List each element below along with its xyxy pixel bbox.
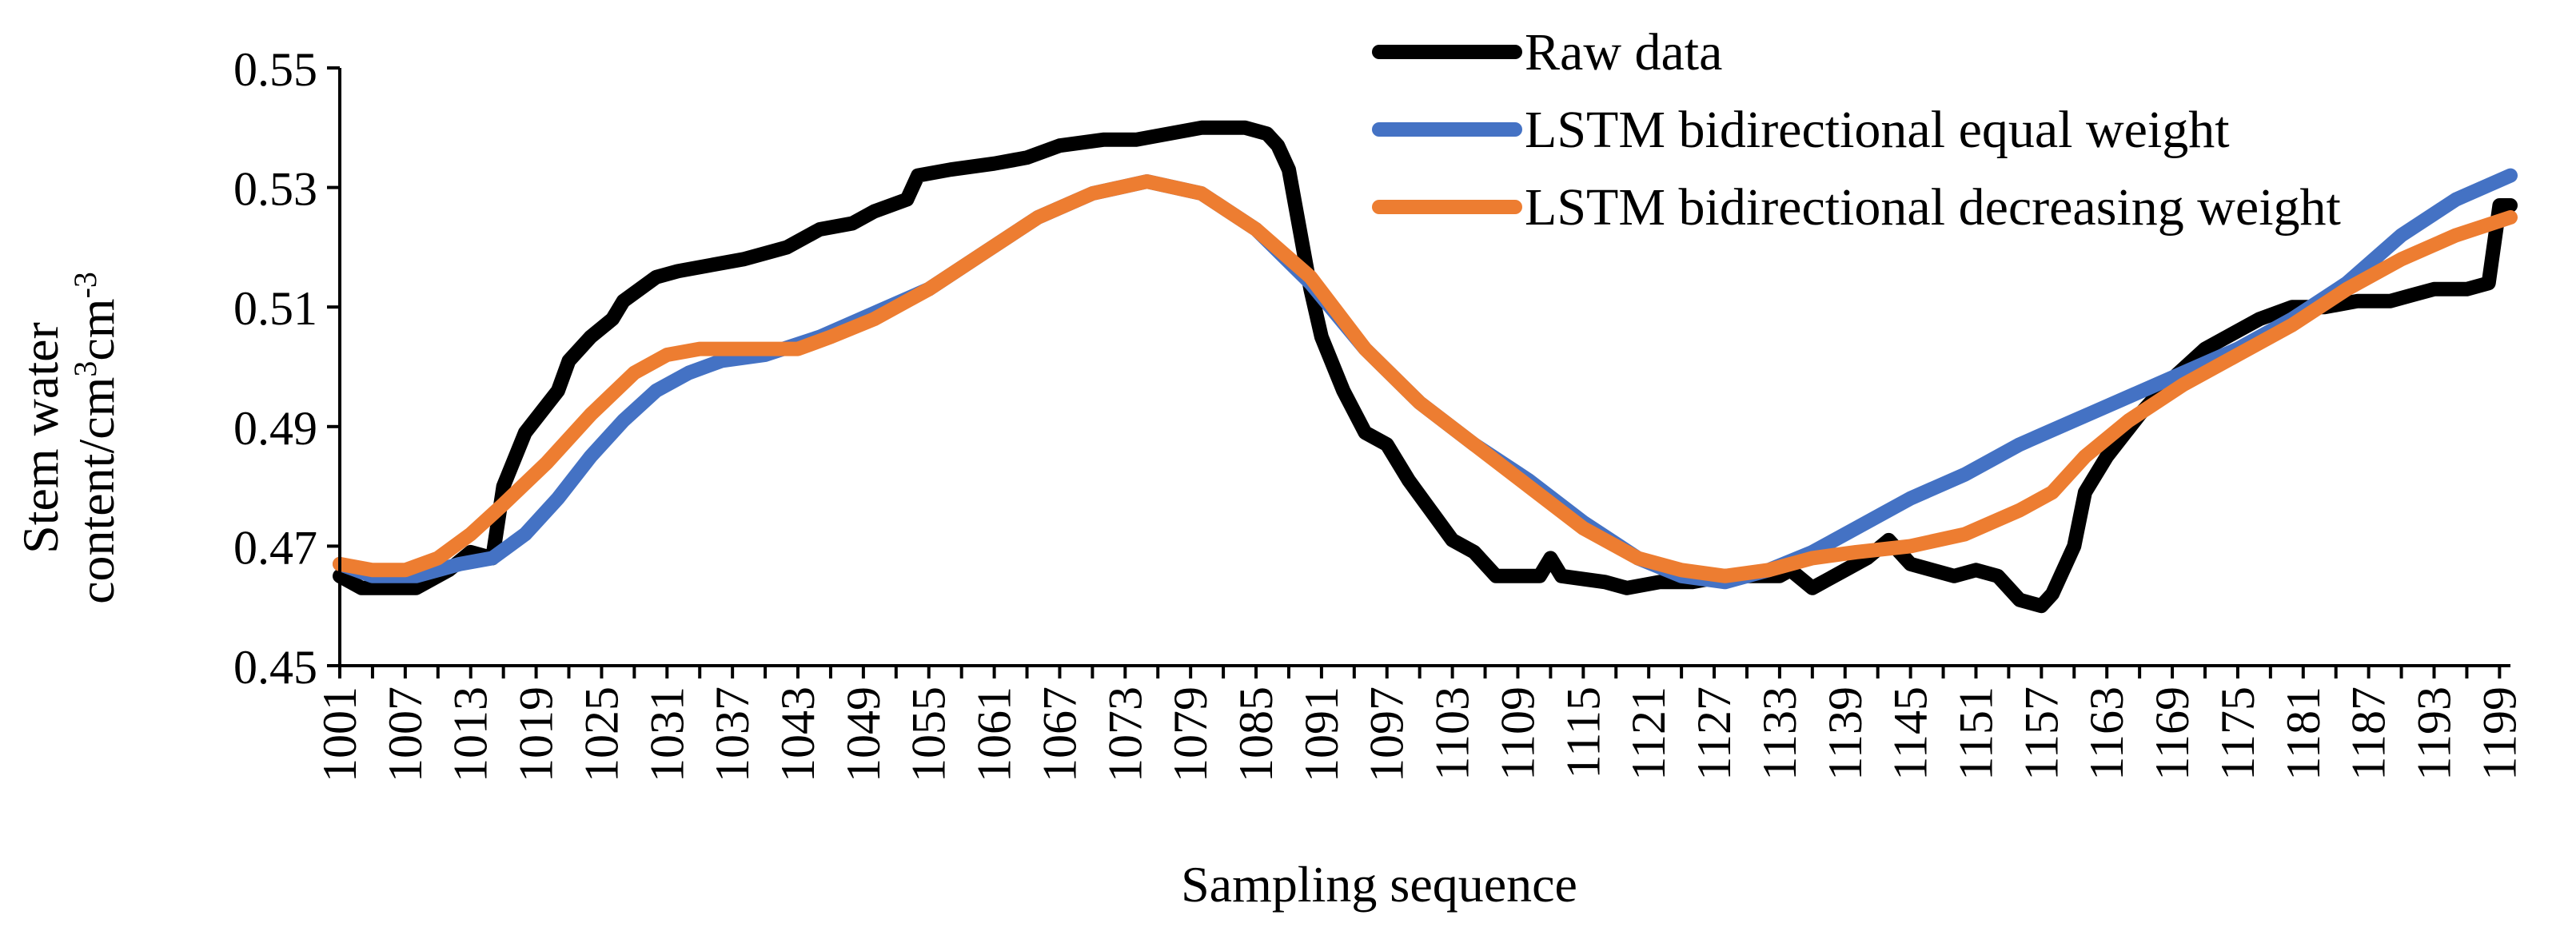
x-tick-label: 1127 [1688, 686, 1741, 781]
legend-label-2: LSTM bidirectional equal weight [1525, 101, 2230, 159]
y-tick-label: 0.45 [233, 641, 317, 694]
legend-label-1: Raw data [1525, 23, 1722, 82]
y-tick-label: 0.51 [233, 282, 317, 335]
x-tick-label: 1121 [1622, 686, 1675, 781]
x-tick-label: 1103 [1426, 686, 1479, 781]
x-tick-label: 1187 [2343, 686, 2395, 781]
x-tick-label: 1031 [640, 686, 693, 782]
x-tick-label: 1109 [1491, 686, 1544, 781]
x-tick-label: 1133 [1753, 686, 1806, 781]
x-tick-label: 1091 [1295, 686, 1348, 782]
x-tick-label: 1013 [445, 686, 497, 782]
x-tick-label: 1097 [1361, 686, 1414, 782]
y-axis-title: Stem water content/cm3cm-3 [12, 272, 125, 604]
x-tick-label: 1037 [706, 686, 759, 782]
series-lines-group [333, 120, 2518, 614]
x-tick-label: 1169 [2146, 686, 2199, 781]
legend-label-3: LSTM bidirectional decreasing weight [1525, 178, 2341, 237]
x-tick-label: 1043 [772, 686, 824, 782]
x-tick-label: 1019 [510, 686, 563, 782]
series-line-1 [333, 120, 2518, 614]
x-tick-label: 1145 [1884, 686, 1937, 781]
x-tick-label: 1157 [2015, 686, 2068, 781]
y-axis-unit-base: content/cm [68, 377, 125, 604]
x-tick-label: 1193 [2407, 686, 2460, 781]
x-tick-label: 1049 [837, 686, 890, 782]
x-tick-label: 1175 [2211, 686, 2264, 781]
y-axis-unit-sup1: 3 [67, 361, 103, 377]
x-tick-label: 1073 [1099, 686, 1151, 782]
y-tick-label: 0.53 [233, 163, 317, 216]
x-tick-label: 1199 [2473, 686, 2526, 781]
x-tick-label: 1001 [313, 686, 366, 782]
y-axis-title-line1: Stem water [12, 322, 69, 554]
x-tick-label: 1115 [1557, 686, 1609, 779]
x-tick-label: 1055 [903, 686, 955, 782]
x-tick-label: 1061 [968, 686, 1021, 782]
y-axis-unit-mid: cm [68, 298, 125, 360]
y-axis-unit-sup2: -3 [67, 272, 103, 298]
x-tick-label: 1151 [1949, 686, 2002, 781]
x-tick-label: 1085 [1230, 686, 1282, 782]
series-line-3 [333, 174, 2518, 583]
x-tick-label: 1079 [1164, 686, 1217, 782]
legend: Raw data LSTM bidirectional equal weight L… [1372, 23, 2341, 237]
x-tick-label: 1025 [575, 686, 628, 782]
y-axis-title-line2: content/cm3cm-3 [67, 272, 125, 604]
x-tick-group: 1001 1007 1013 1019 1025 1031 1037 1043 1049 1055… [313, 666, 2526, 782]
x-tick-label: 1139 [1819, 686, 1872, 781]
y-tick-label: 0.55 [233, 43, 317, 96]
x-tick-label: 1067 [1033, 686, 1086, 782]
x-axis-title: Sampling sequence [1181, 856, 1577, 913]
x-tick-label: 1181 [2277, 686, 2330, 781]
y-tick-label: 0.47 [233, 521, 317, 574]
y-tick-label: 0.49 [233, 402, 317, 455]
axes-group [338, 68, 2510, 667]
x-tick-label: 1007 [379, 686, 432, 782]
y-tick-group: 0.45 0.47 0.49 0.51 0.53 0.55 [233, 43, 340, 694]
x-tick-label: 1163 [2080, 686, 2133, 781]
